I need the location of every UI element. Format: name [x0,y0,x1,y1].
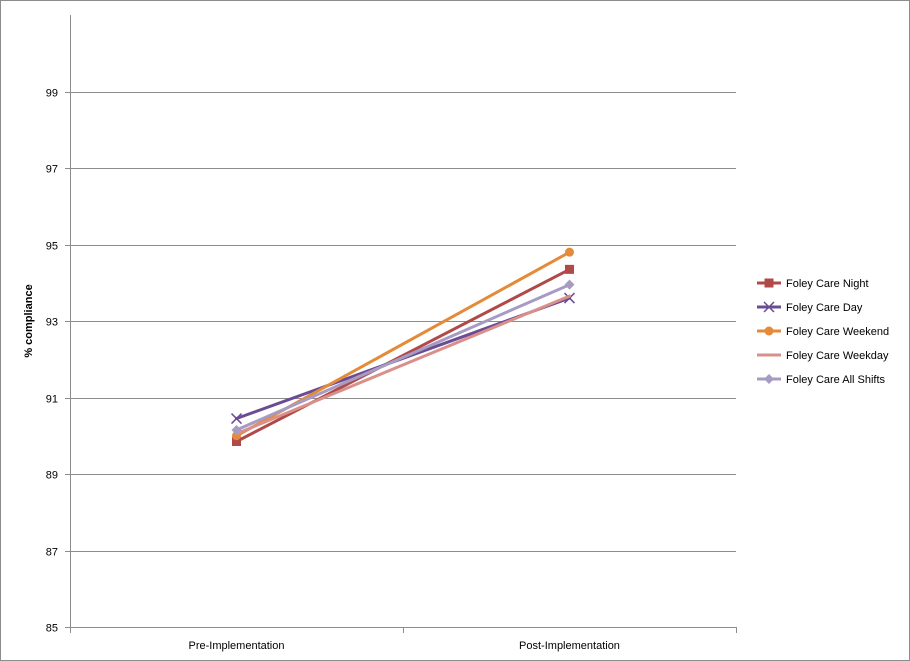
y-tick-labels: 85 87 89 91 93 95 97 99 [46,88,58,635]
legend-marker-stroke-b [763,301,775,313]
legend-label: Foley Care Weekend [786,326,889,338]
legend-item-4: Foley Care Weekday [757,350,889,362]
y-tick-label: 99 [46,88,58,100]
y-tick-label: 91 [46,394,58,406]
x-tick-labels: Pre-Implementation Post-Implementation [189,640,620,652]
y-tick-label: 85 [46,623,58,635]
legend: Foley Care Night Foley Care Day Foley Care… [757,278,889,386]
axes [65,15,737,633]
x-tick-label: Post-Implementation [519,640,620,652]
series-3 [232,247,574,441]
data-point [232,436,241,446]
legend-label: Foley Care Weekday [786,350,889,362]
legend-item-3: Foley Care Weekend [757,326,889,338]
data-point [231,425,242,436]
legend-marker [764,326,774,336]
series-4 [235,294,571,436]
data-point [564,279,575,290]
legend-item-5: Foley Care All Shifts [757,374,886,386]
y-tick-label: 87 [46,547,58,559]
legend-item-1: Foley Care Night [757,278,869,290]
legend-label: Foley Care Night [786,278,869,290]
y-tick-label: 89 [46,470,58,482]
legend-marker [764,278,774,288]
series [230,247,576,446]
legend-item-2: Foley Care Day [757,301,863,314]
data-point [230,413,243,425]
y-tick-label: 93 [46,317,58,329]
y-tick-label: 97 [46,164,58,176]
data-point [565,264,574,274]
legend-label: Foley Care All Shifts [786,374,886,386]
legend-label: Foley Care Day [786,302,863,314]
legend-marker [764,374,774,384]
legend-marker [763,301,775,313]
gridlines [70,92,736,552]
data-point [563,292,576,304]
series-1 [232,264,574,446]
data-point-stroke-b [563,292,576,304]
series-line [235,283,571,432]
y-axis-title: % compliance [23,284,35,357]
data-point-stroke-b [230,413,243,425]
series-line [235,294,571,436]
series-line [235,267,571,443]
y-tick-label: 95 [46,241,58,253]
series-5 [231,279,575,436]
data-point [565,247,574,257]
x-tick-label: Pre-Implementation [189,640,285,652]
